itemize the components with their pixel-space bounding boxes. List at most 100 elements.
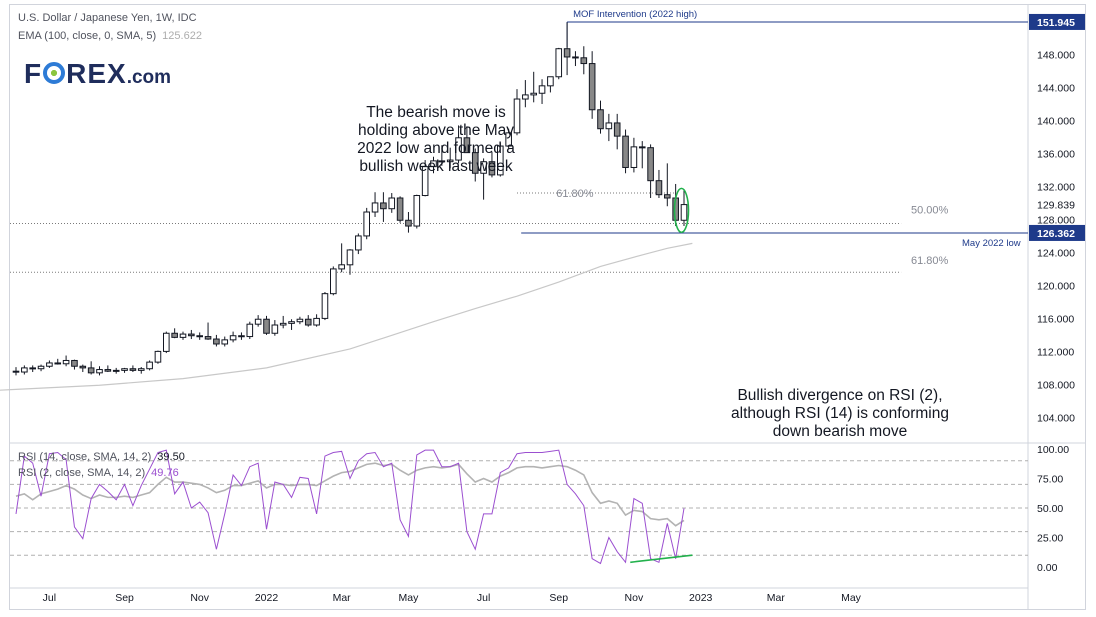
- price-tick-label: 104.000: [1037, 412, 1075, 424]
- candle-up: [279, 322, 287, 326]
- candle-up: [288, 321, 295, 324]
- rsi2-legend: RSI (2, close, SMA, 14, 2) 49.76: [18, 467, 179, 479]
- may-low-badge-bg: [1029, 224, 1085, 241]
- candle-down: [304, 318, 312, 326]
- candle-up: [96, 369, 103, 374]
- candle-up: [321, 293, 329, 319]
- candle-up: [430, 160, 437, 168]
- time-tick-label: 2022: [255, 592, 279, 604]
- rsi14-value: 39.50: [157, 451, 185, 463]
- candle-up: [505, 132, 512, 147]
- candle-down: [588, 63, 596, 111]
- rsi14-legend: RSI (14, close, SMA, 14, 2) 39.50: [18, 451, 185, 463]
- ema-legend: EMA (100, close, 0, SMA, 5) 125.622: [18, 30, 202, 42]
- candle-down: [664, 194, 671, 199]
- candle-down: [613, 122, 621, 137]
- candle-up: [121, 368, 128, 371]
- candle-down: [79, 365, 87, 369]
- candle-down: [213, 338, 220, 345]
- axes: 152.000148.000144.000140.000136.000132.0…: [43, 16, 1075, 604]
- price-tick-label: 144.000: [1037, 82, 1075, 94]
- rsi-tick-label: 50.00: [1037, 503, 1063, 515]
- candle-down: [29, 367, 36, 370]
- candle-down: [396, 197, 404, 221]
- rsi14-line: [15, 462, 685, 527]
- forex-logo: F REX.com: [24, 58, 171, 90]
- price-tick-label: 136.000: [1037, 148, 1075, 160]
- candle-up: [271, 324, 279, 334]
- rsi-tick-label: 0.00: [1037, 562, 1058, 574]
- candles: [12, 22, 690, 376]
- candle-up: [446, 159, 454, 163]
- price-tick-label: 108.000: [1037, 379, 1075, 391]
- candle-down: [488, 161, 496, 176]
- logo-text-b: REX: [66, 58, 127, 89]
- candle-up: [371, 202, 379, 213]
- divergence-note-line: down bearish move: [772, 423, 908, 440]
- bearish-note-line: 2022 low and formed a: [357, 140, 515, 157]
- chart-labels: MOF Intervention (2022 high) 61.80% 50.00%…: [556, 9, 1021, 267]
- time-tick-label: May: [399, 592, 420, 604]
- globe-icon: [43, 62, 66, 84]
- candle-up: [296, 318, 304, 323]
- divergence-line: [630, 554, 693, 564]
- candle-up: [680, 204, 688, 221]
- divergence-note: Bullish divergence on RSI (2), although …: [710, 387, 970, 441]
- candle-down: [71, 359, 78, 367]
- candle-up: [555, 48, 563, 78]
- candle-down: [87, 367, 95, 374]
- candle-down: [438, 160, 446, 163]
- candle-down: [405, 219, 412, 227]
- fib-lower-label: 61.80%: [911, 255, 949, 267]
- logo-text-c: .com: [126, 67, 172, 88]
- chart-frame: [9, 4, 1086, 610]
- candle-down: [188, 333, 195, 337]
- time-tick-label: Jul: [43, 592, 56, 604]
- candle-up: [246, 323, 254, 338]
- may-low-badge-text: 126.362: [1037, 228, 1075, 240]
- high-badge-text: 151.945: [1037, 17, 1075, 29]
- candle-up: [480, 161, 487, 174]
- candle-up: [21, 367, 28, 373]
- candle-up: [530, 92, 538, 96]
- candle-up: [413, 195, 421, 227]
- rsi2-value: 49.76: [151, 467, 179, 479]
- bearish-note-line: holding above the May: [358, 122, 514, 139]
- candle-down: [597, 109, 604, 130]
- time-tick-label: Nov: [190, 592, 209, 604]
- price-tick-label: 120.000: [1037, 280, 1075, 292]
- bearish-note-line: bullish week last week: [359, 158, 513, 175]
- candle-down: [471, 152, 479, 174]
- candle-up: [146, 361, 153, 370]
- time-tick-label: Mar: [333, 592, 352, 604]
- candle-up: [346, 249, 354, 266]
- candle-down: [196, 335, 203, 338]
- candle-down: [580, 57, 588, 65]
- divergence-note-line: Bullish divergence on RSI (2),: [737, 387, 943, 404]
- price-tick-label: 148.000: [1037, 49, 1075, 61]
- candle-up: [630, 146, 638, 168]
- candle-down: [638, 146, 646, 149]
- candle-up: [254, 318, 262, 325]
- grid-lines: [10, 5, 1085, 609]
- ema-100-line: [0, 242, 693, 391]
- candle-up: [313, 317, 320, 326]
- candle-up: [221, 339, 229, 345]
- time-tick-label: Sep: [549, 592, 568, 604]
- price-tick-label: 112.000: [1037, 346, 1074, 358]
- price-tick-label: 140.000: [1037, 115, 1075, 127]
- mof-label: MOF Intervention (2022 high): [573, 9, 697, 20]
- rsi14-label: RSI (14, close, SMA, 14, 2): [18, 451, 152, 463]
- candle-down: [171, 332, 178, 338]
- candle-up: [37, 365, 45, 370]
- candle-down: [204, 336, 212, 340]
- time-tick-label: May: [841, 592, 862, 604]
- symbol-title: U.S. Dollar / Japanese Yen, 1W, IDC: [18, 12, 197, 24]
- ema-line: [0, 242, 693, 391]
- divergence-note-line: although RSI (14) is conforming: [731, 405, 949, 422]
- ema-value: 125.622: [162, 30, 202, 42]
- price-tick-label: 124.000: [1037, 247, 1075, 259]
- time-tick-label: Nov: [625, 592, 644, 604]
- candle-up: [605, 122, 613, 130]
